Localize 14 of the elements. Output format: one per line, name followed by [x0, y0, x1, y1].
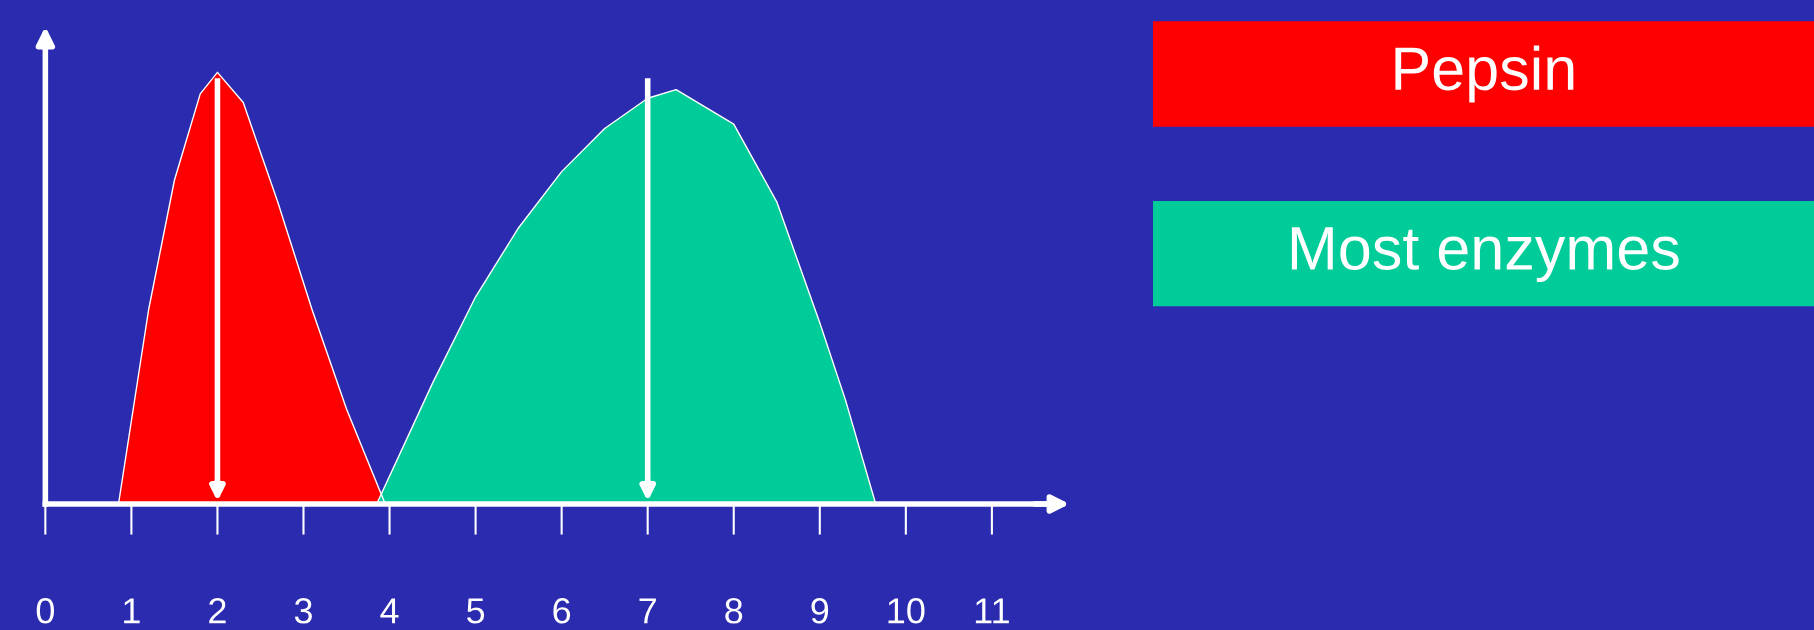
x-tick-label: 10: [888, 598, 925, 624]
x-tick-label: 0: [36, 598, 54, 624]
x-tick-label: 7: [639, 598, 656, 624]
x-tick-label: 8: [725, 598, 743, 624]
x-tick-label: 11: [975, 598, 1009, 624]
text: Most enzymes: [1291, 227, 1679, 283]
x-tick-label: 3: [294, 598, 312, 624]
x-tick-label: 9: [811, 598, 829, 624]
x-tick-label: 6: [553, 598, 571, 624]
x-tick-label: 4: [380, 598, 399, 624]
x-tick-label: 5: [467, 598, 485, 624]
x-tick-label: 1: [124, 598, 140, 624]
text: Pepsin: [1395, 45, 1574, 103]
x-tick-label: 2: [209, 598, 226, 624]
